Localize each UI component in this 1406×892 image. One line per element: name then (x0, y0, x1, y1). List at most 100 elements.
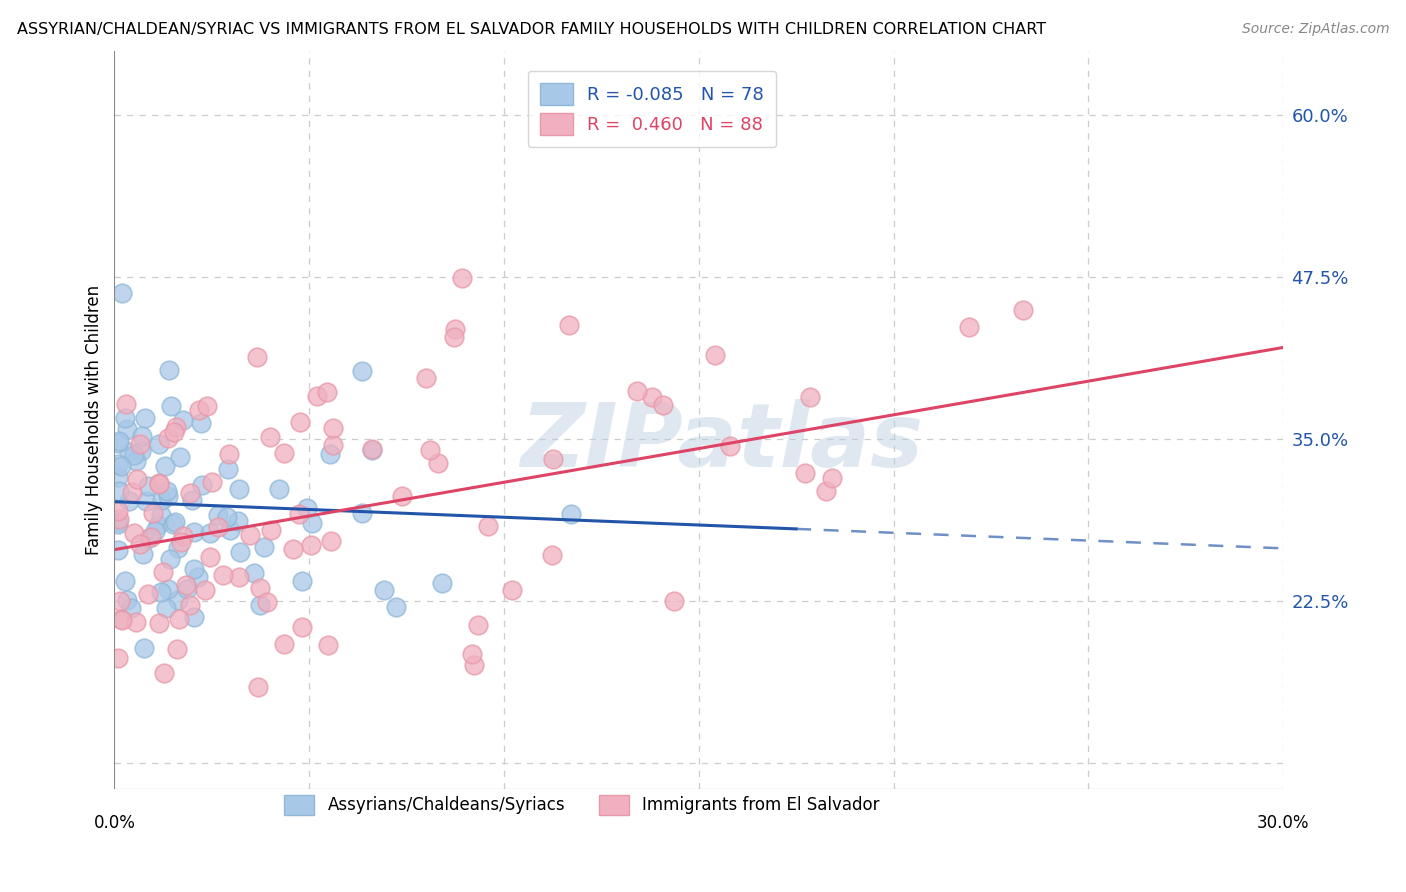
Point (190, 417, 212, 431)
Point (167, 541, 190, 555)
Point (107, 435, 129, 450)
Point (350, 506, 373, 520)
Point (541, 451, 564, 466)
Point (134, 410, 156, 425)
Point (652, 398, 675, 412)
Point (172, 413, 194, 427)
Point (253, 540, 276, 554)
Point (249, 598, 271, 612)
Point (128, 436, 150, 450)
Point (153, 665, 176, 680)
Point (212, 568, 235, 582)
Point (115, 422, 138, 436)
Point (142, 506, 165, 520)
Text: ASSYRIAN/CHALDEAN/SYRIAC VS IMMIGRANTS FROM EL SALVADOR FAMILY HOUSEHOLDS WITH C: ASSYRIAN/CHALDEAN/SYRIAC VS IMMIGRANTS F… (17, 22, 1046, 37)
Point (228, 570, 250, 584)
Point (127, 472, 149, 486)
Point (157, 582, 180, 596)
Point (122, 525, 145, 540)
Point (114, 411, 136, 425)
Point (256, 595, 278, 609)
Point (138, 531, 160, 545)
Point (132, 640, 155, 655)
Point (228, 545, 250, 559)
Point (427, 456, 450, 470)
Point (290, 415, 312, 429)
Point (207, 508, 229, 522)
Point (957, 320, 980, 334)
Point (124, 615, 146, 629)
Point (461, 648, 484, 662)
Point (815, 483, 838, 498)
Point (245, 350, 267, 364)
Point (131, 429, 153, 443)
Point (169, 535, 191, 549)
Point (477, 519, 499, 533)
Text: 0.0%: 0.0% (93, 814, 135, 832)
Point (201, 475, 224, 489)
Point (260, 523, 283, 537)
Point (149, 508, 172, 522)
Point (107, 504, 129, 518)
Point (443, 330, 465, 344)
Point (501, 582, 523, 597)
Point (107, 650, 129, 665)
Point (159, 552, 181, 566)
Point (283, 542, 305, 557)
Point (187, 570, 209, 584)
Point (307, 389, 329, 403)
Point (415, 371, 437, 385)
Point (821, 471, 844, 485)
Point (179, 598, 201, 612)
Point (318, 638, 340, 652)
Point (169, 450, 191, 465)
Point (150, 492, 173, 507)
Point (135, 493, 157, 508)
Point (560, 507, 582, 521)
Point (249, 582, 271, 596)
Point (218, 523, 240, 537)
Point (467, 618, 489, 632)
Point (174, 577, 197, 591)
Point (198, 525, 221, 540)
Point (288, 508, 311, 522)
Point (128, 537, 150, 551)
Point (132, 547, 155, 561)
Point (179, 486, 201, 500)
Point (217, 509, 239, 524)
Point (156, 483, 179, 498)
Point (107, 458, 129, 472)
Point (180, 492, 202, 507)
Point (207, 520, 229, 534)
Point (129, 443, 152, 458)
Point (120, 600, 142, 615)
Point (166, 642, 188, 657)
Point (197, 399, 219, 413)
Point (297, 500, 319, 515)
Point (541, 549, 564, 563)
Point (136, 587, 159, 601)
Point (360, 442, 382, 457)
Point (152, 565, 174, 579)
Point (121, 484, 143, 499)
Point (114, 397, 136, 411)
Point (373, 583, 395, 598)
Point (299, 539, 322, 553)
Point (111, 613, 134, 627)
Point (111, 285, 134, 300)
Point (148, 476, 170, 491)
Point (153, 459, 176, 474)
Point (157, 363, 180, 377)
Point (172, 529, 194, 543)
Point (430, 576, 453, 591)
Point (149, 584, 172, 599)
Point (451, 270, 474, 285)
Point (318, 447, 340, 461)
Point (166, 593, 188, 607)
Point (165, 420, 187, 434)
Point (218, 447, 240, 461)
Point (183, 609, 205, 624)
Point (273, 637, 295, 651)
Point (228, 514, 250, 528)
Point (641, 390, 664, 404)
